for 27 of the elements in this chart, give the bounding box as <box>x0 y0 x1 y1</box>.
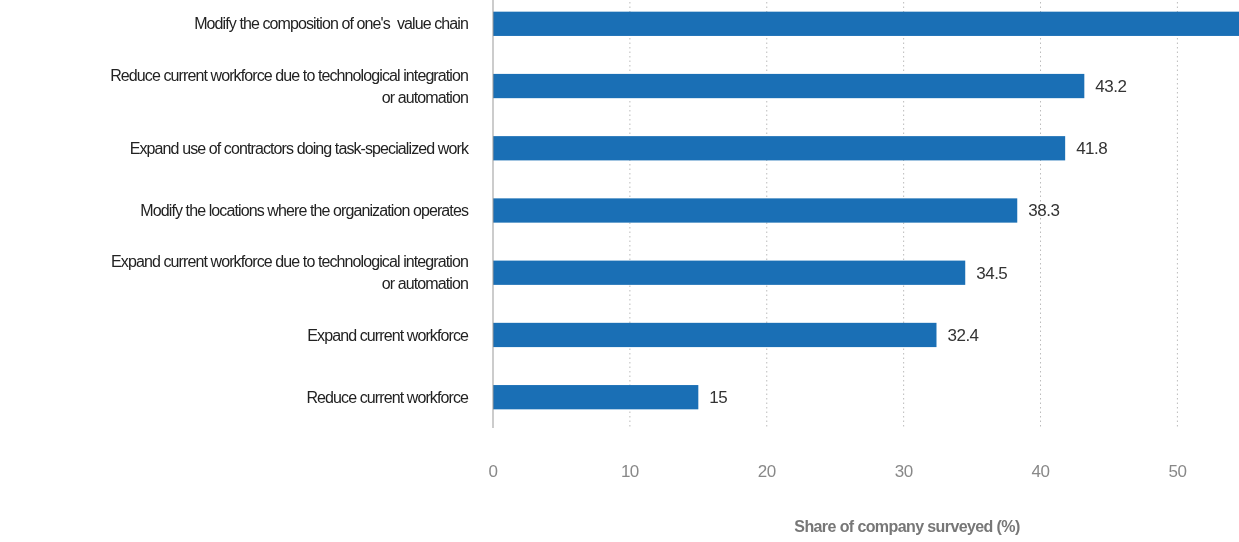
data-label: 41.8 <box>1076 139 1108 159</box>
y-tick-label: Expand current workforce <box>307 326 469 344</box>
bar <box>493 385 699 410</box>
y-tick-label: Modify the locations where the organization operates <box>140 202 469 220</box>
x-axis-title: Share of company surveyed (%) <box>794 518 1020 535</box>
bar <box>493 198 1018 223</box>
data-label: 43.2 <box>1095 76 1127 96</box>
x-tick-label: 30 <box>894 462 913 481</box>
data-label: 32.4 <box>947 325 979 345</box>
y-tick-label: Expand current workforce due to technological integration or automation <box>111 253 468 293</box>
bar <box>493 11 1239 36</box>
bar <box>493 322 937 348</box>
data-label: 34.5 <box>976 263 1008 283</box>
bar <box>493 73 1085 99</box>
y-tick-label: Reduce current workforce due to technological integration or automation <box>110 66 468 106</box>
y-tick-label: Expand use of contractors doing task-specialized work <box>129 139 470 157</box>
bar <box>493 136 1066 161</box>
data-label: 38.3 <box>1028 201 1060 221</box>
x-tick-label: 40 <box>1031 462 1050 481</box>
data-label: 15 <box>709 388 728 408</box>
x-tick-label: 10 <box>620 462 639 481</box>
y-tick-label: Modify the composition of one's value chain <box>194 15 468 33</box>
y-tick-label: Reduce current workforce <box>306 388 469 406</box>
x-tick-label: 50 <box>1168 462 1187 481</box>
x-tick-label: 20 <box>757 462 776 481</box>
bar <box>493 260 966 285</box>
x-tick-label: 0 <box>488 462 498 481</box>
